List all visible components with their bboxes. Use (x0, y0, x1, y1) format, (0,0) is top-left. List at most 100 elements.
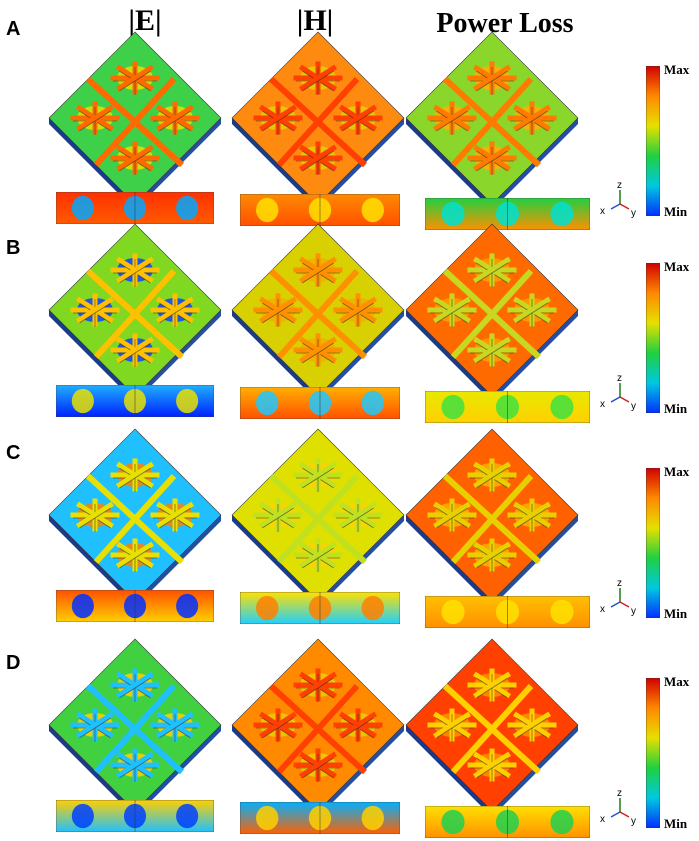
star-resonator (293, 333, 343, 367)
power-loss-3d-c (397, 415, 587, 615)
star-resonator (293, 61, 343, 95)
colorbar (646, 468, 660, 618)
e-field-3d-d (40, 625, 230, 825)
e-field-section-b (56, 385, 214, 417)
star-resonator (427, 293, 477, 327)
power-loss-3d-d (397, 625, 587, 825)
colorbar-max-label: Max (664, 674, 690, 689)
axis-z-label: z (617, 180, 622, 191)
substrate-side-left (406, 725, 492, 817)
colorbar (646, 66, 660, 216)
axis-y-label: y (631, 208, 636, 219)
axis-triad: z x y (598, 373, 638, 413)
star-resonator (333, 498, 383, 532)
star-resonator (110, 61, 160, 95)
column-header-e-field: |E| (128, 4, 162, 37)
star-resonator (427, 498, 477, 532)
star-resonator (293, 141, 343, 175)
strip-field-spot (71, 593, 94, 619)
strip-field-spot (256, 595, 279, 621)
colorbar-gradient (646, 678, 660, 828)
star-resonator (467, 333, 517, 367)
strip-field-spot (176, 388, 199, 414)
h-field-3d-a (223, 18, 413, 218)
star-resonator (150, 101, 200, 135)
strip-field-spot (361, 390, 384, 416)
h-field-section-c (240, 592, 400, 624)
strip-field-spot (361, 805, 384, 831)
e-field-3d-c (40, 415, 230, 615)
star-resonator (507, 101, 557, 135)
star-resonator (253, 708, 303, 742)
strip-field-spot (441, 599, 465, 625)
strip-field-spot (71, 388, 94, 414)
star-resonator (427, 708, 477, 742)
star-resonator (253, 101, 303, 135)
row-label-b: B (6, 237, 21, 259)
power-loss-section-d (425, 806, 590, 838)
colorbar-min-label: Min (664, 401, 688, 416)
star-resonator (467, 458, 517, 492)
strip-field-spot (256, 390, 279, 416)
e-field-3d-b (40, 210, 230, 410)
star-resonator (333, 708, 383, 742)
axis-x-label: x (600, 604, 605, 615)
colorbar (646, 263, 660, 413)
h-field-section-a (240, 194, 400, 226)
star-resonator (70, 498, 120, 532)
substrate-side-left (232, 515, 318, 607)
substrate-side-left (232, 725, 318, 817)
substrate-side-left (406, 515, 492, 607)
power-loss-section-a (425, 198, 590, 230)
axis-x-label: x (600, 206, 605, 217)
colorbar-max-label: Max (664, 259, 690, 274)
colorbar-min-label: Min (664, 816, 688, 831)
strip-field-spot (71, 195, 94, 221)
star-resonator (253, 293, 303, 327)
h-field-3d-c (223, 415, 413, 615)
diagonal-bar (276, 473, 360, 565)
column-header-h-field: |H| (296, 4, 334, 37)
strip-field-spot (176, 803, 199, 829)
star-resonator (70, 708, 120, 742)
column-header-power-loss: Power Loss (436, 8, 574, 39)
star-resonator (467, 61, 517, 95)
axis-triad: z x y (598, 180, 638, 220)
axis-z-label: z (617, 373, 622, 384)
substrate-side-left (406, 118, 492, 210)
star-resonator (293, 458, 343, 492)
diagonal-bar (450, 473, 534, 565)
star-resonator (293, 748, 343, 782)
star-resonator (467, 748, 517, 782)
diagonal-bar (93, 76, 177, 168)
star-resonator (293, 253, 343, 287)
colorbar-max-label: Max (664, 464, 690, 479)
diagonal-bar (450, 683, 534, 775)
substrate-side-left (49, 515, 135, 607)
colorbar-min-label: Min (664, 204, 688, 219)
star-resonator (507, 708, 557, 742)
strip-field-spot (256, 197, 279, 223)
e-field-3d-a (40, 18, 230, 218)
diagonal-bar (276, 683, 360, 775)
colorbar-max-label: Max (664, 62, 690, 77)
diagonal-bar (450, 268, 534, 360)
star-resonator (110, 538, 160, 572)
star-resonator (150, 293, 200, 327)
strip-field-spot (550, 599, 574, 625)
e-field-section-d (56, 800, 214, 832)
axis-y-label: y (631, 606, 636, 617)
star-resonator (507, 293, 557, 327)
power-loss-3d-b (397, 210, 587, 410)
star-resonator (70, 293, 120, 327)
star-resonator (150, 498, 200, 532)
strip-field-spot (176, 593, 199, 619)
diagonal-bar (93, 683, 177, 775)
substrate-side-left (232, 310, 318, 402)
diagonal-bar (276, 76, 360, 168)
star-resonator (253, 498, 303, 532)
substrate-side-left (49, 310, 135, 402)
power-loss-section-b (425, 391, 590, 423)
power-loss-3d-a (397, 18, 587, 218)
axis-z-label: z (617, 788, 622, 799)
